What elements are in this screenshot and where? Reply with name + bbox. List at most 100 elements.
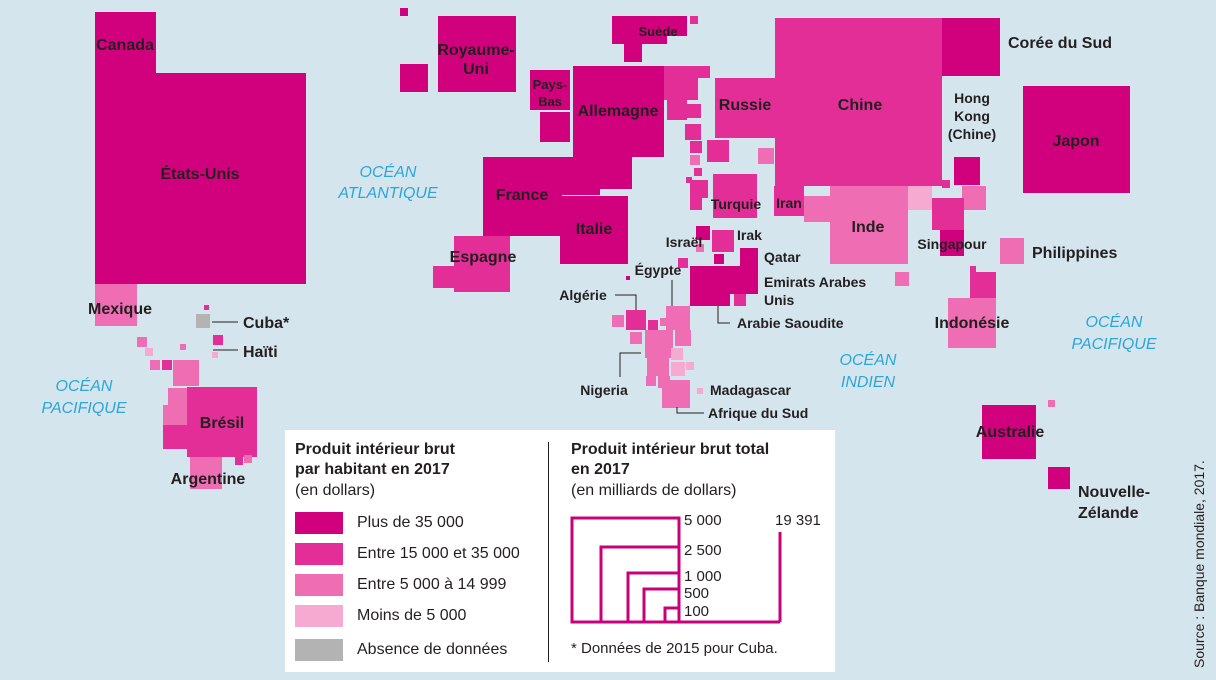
country-chypre: [690, 198, 702, 210]
country-afr-4: [671, 348, 683, 360]
legend-right-title-2: en 2017: [571, 461, 630, 478]
country-chine: [775, 18, 942, 186]
label-argentine: Argentine: [171, 471, 246, 488]
label-singapour: Singapour: [917, 236, 987, 252]
label-haiti: Haïti: [243, 344, 278, 361]
country-perou: [168, 388, 188, 406]
label-arabie: Arabie Saoudite: [737, 315, 844, 331]
country-nouvelle-zelande: [1048, 467, 1070, 489]
country-iran: [774, 186, 804, 216]
country-malte: [626, 276, 630, 280]
country-small-ca5: [162, 360, 172, 370]
label-irak: Irak: [737, 227, 762, 243]
label-mexique: Mexique: [88, 301, 152, 318]
label-algerie: Algérie: [559, 287, 607, 303]
country-afr-6: [646, 376, 656, 386]
label-philippines: Philippines: [1032, 245, 1117, 262]
country-malaisie: [970, 272, 996, 298]
scale-square-1000: [626, 571, 681, 624]
country-small-ca3: [145, 348, 153, 356]
scale-label-5000: 5 000: [684, 512, 722, 529]
legend-swatch: [295, 512, 343, 534]
country-japon: [1023, 86, 1130, 193]
scale-square-5000: [570, 516, 681, 624]
country-cuba: [196, 314, 210, 328]
country-danemark: [624, 44, 642, 62]
label-nz-2: Zélande: [1078, 505, 1139, 522]
label-indonesie: Indonésie: [935, 315, 1010, 332]
label-hongkong-2: Kong: [954, 108, 990, 124]
country-koweit: [714, 254, 724, 264]
country-balkan: [686, 177, 692, 183]
source-credit: Source : Banque mondiale, 2017.: [1191, 460, 1207, 668]
label-hongkong-1: Hong: [954, 90, 990, 106]
country-hongkong: [954, 157, 980, 185]
country-italie: [560, 196, 628, 264]
label-royaume-uni-1: Royaume-: [437, 42, 514, 59]
country-philippines: [1000, 238, 1024, 264]
country-portugal: [433, 266, 455, 288]
country-afr-1: [630, 332, 642, 344]
legend-swatch: [295, 639, 343, 661]
legend-per-capita: Produit intérieur brut par habitant en 2…: [295, 440, 455, 502]
label-italie: Italie: [576, 221, 613, 238]
legend-right-title-1: Produit intérieur brut total: [571, 441, 770, 458]
country-sri-lanka: [895, 272, 909, 286]
label-coree: Corée du Sud: [1008, 35, 1112, 52]
country-norvege: [612, 16, 639, 44]
label-hongkong-3: (Chine): [948, 126, 996, 142]
label-canada: Canada: [96, 37, 154, 54]
ocean-indien-2: INDIEN: [841, 374, 896, 391]
label-royaume-uni-2: Uni: [463, 61, 489, 78]
legend-item-label: Plus de 35 000: [357, 514, 464, 531]
legend-note: * Données de 2015 pour Cuba.: [571, 640, 778, 657]
ocean-pacifique-e-2: PACIFIQUE: [1071, 336, 1156, 353]
country-israel: [696, 226, 710, 240]
ocean-pacifique-e-1: OCÉAN: [1086, 312, 1143, 331]
country-canada: [95, 12, 156, 73]
country-tunisie: [648, 320, 658, 330]
country-madagascar: [697, 388, 703, 394]
country-thailande: [932, 198, 964, 230]
country-estonie: [690, 16, 698, 24]
label-nigeria: Nigeria: [580, 382, 628, 398]
leader-lines: [212, 280, 730, 414]
legend-item-label: Entre 15 000 et 35 000: [357, 545, 520, 562]
label-afrique-sud: Afrique du Sud: [708, 405, 808, 421]
legend-item-label: Entre 5 000 à 14 999: [357, 576, 507, 593]
country-chili: [163, 425, 187, 449]
ocean-indien-1: OCÉAN: [840, 350, 897, 369]
country-finlande: [667, 16, 687, 36]
label-emirats-2: Unis: [764, 292, 795, 308]
country-coree: [942, 18, 1000, 76]
legend-left-title-2: par habitant en 2017: [295, 461, 450, 478]
legend-panel: Produit intérieur brut par habitant en 2…: [285, 430, 835, 672]
country-slovaquie: [687, 104, 701, 118]
country-pakistan: [908, 186, 932, 210]
country-uruguay: [235, 457, 243, 465]
scale-label-1000: 1 000: [684, 568, 722, 585]
country-dominican: [213, 335, 223, 345]
label-madagascar: Madagascar: [710, 382, 791, 398]
country-belgique: [540, 112, 570, 142]
country-afr-8: [686, 362, 694, 370]
label-espagne: Espagne: [450, 249, 517, 266]
label-russie: Russie: [719, 97, 772, 114]
country-qatar: [740, 248, 758, 266]
country-afr-3: [647, 358, 669, 376]
scale-square-100: [663, 606, 681, 624]
ocean-atlantique-2: ATLANTIQUE: [337, 185, 438, 202]
country-emirats: [730, 266, 758, 294]
country-paraguay: [244, 455, 252, 463]
label-bresil: Brésil: [200, 415, 244, 432]
scale-label-max: 19 391: [775, 512, 821, 529]
country-usa: [95, 73, 306, 284]
country-pacific-small: [1048, 400, 1055, 407]
country-small-ca: [180, 344, 186, 350]
country-mongolie: [942, 180, 950, 188]
country-small-caribbean: [204, 305, 209, 310]
country-afr-2: [675, 330, 691, 346]
country-bresil: [187, 387, 257, 457]
legend-divider: [548, 442, 549, 662]
